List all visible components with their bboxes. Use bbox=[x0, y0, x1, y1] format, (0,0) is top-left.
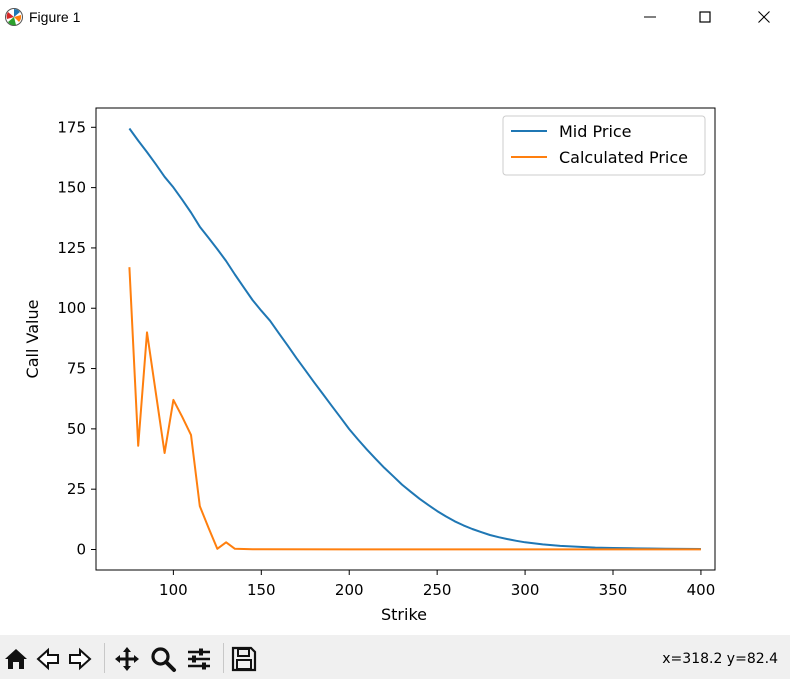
legend: Mid Price Calculated Price bbox=[502, 115, 706, 176]
toolbar-separator bbox=[104, 643, 105, 673]
x-tick-label: 200 bbox=[335, 581, 364, 599]
window-title: Figure 1 bbox=[29, 9, 81, 25]
legend-label: Mid Price bbox=[559, 122, 632, 141]
series-line-1 bbox=[128, 127, 701, 550]
home-icon bbox=[5, 649, 27, 669]
y-tick-label: 25 bbox=[67, 480, 86, 498]
cursor-coordinates: x=318.2 y=82.4 bbox=[662, 651, 778, 667]
plot-lines bbox=[128, 127, 701, 551]
close-icon bbox=[758, 11, 770, 23]
minimize-button[interactable] bbox=[628, 0, 674, 35]
x-tick-label: 250 bbox=[423, 581, 452, 599]
y-tick-label: 75 bbox=[67, 360, 86, 378]
back-button[interactable] bbox=[34, 645, 62, 673]
y-tick-label: 0 bbox=[76, 540, 86, 558]
x-tick-label: 150 bbox=[247, 581, 276, 599]
forward-button[interactable] bbox=[66, 645, 94, 673]
matplotlib-icon bbox=[4, 7, 24, 27]
legend-label: Calculated Price bbox=[559, 148, 688, 167]
y-tick-label: 175 bbox=[57, 118, 86, 136]
legend-box bbox=[502, 115, 706, 176]
x-tick-label: 400 bbox=[687, 581, 716, 599]
forward-icon bbox=[69, 647, 92, 671]
line-chart: 100 150 200 250 300 350 400 0 25 50 75 100 125 150 17… bbox=[23, 107, 716, 624]
x-tick-label: 300 bbox=[511, 581, 540, 599]
configure-icon bbox=[188, 648, 210, 670]
navigation-toolbar: x=318.2 y=82.4 bbox=[0, 635, 790, 679]
save-button[interactable] bbox=[230, 645, 258, 673]
title-bar: Figure 1 bbox=[0, 0, 790, 35]
y-axis-ticks: 0 25 50 75 100 125 150 175 bbox=[57, 118, 96, 558]
zoom-icon bbox=[151, 647, 176, 672]
y-tick-label: 50 bbox=[67, 420, 86, 438]
minimize-icon bbox=[644, 16, 656, 18]
configure-subplots-button[interactable] bbox=[185, 645, 213, 673]
x-axis-label: Strike bbox=[381, 605, 427, 624]
maximize-button[interactable] bbox=[683, 0, 729, 35]
back-icon bbox=[36, 647, 59, 671]
x-tick-label: 350 bbox=[599, 581, 628, 599]
save-icon bbox=[231, 646, 257, 672]
x-axis-ticks: 100 150 200 250 300 350 400 bbox=[159, 570, 715, 599]
series-line-2 bbox=[128, 267, 701, 551]
pan-button[interactable] bbox=[113, 645, 141, 673]
pan-icon bbox=[115, 647, 139, 671]
close-button[interactable] bbox=[742, 0, 788, 35]
y-tick-label: 100 bbox=[57, 299, 86, 317]
home-button[interactable] bbox=[2, 645, 30, 673]
y-tick-label: 125 bbox=[57, 239, 86, 257]
axes-frame bbox=[95, 107, 716, 571]
zoom-button[interactable] bbox=[149, 645, 177, 673]
x-tick-label: 100 bbox=[159, 581, 188, 599]
maximize-icon bbox=[699, 11, 711, 23]
figure-canvas[interactable]: 100 150 200 250 300 350 400 0 25 50 75 100 125 150 17… bbox=[0, 35, 790, 635]
toolbar-separator bbox=[223, 643, 224, 673]
y-axis-label: Call Value bbox=[23, 300, 42, 379]
y-tick-label: 150 bbox=[57, 179, 86, 197]
